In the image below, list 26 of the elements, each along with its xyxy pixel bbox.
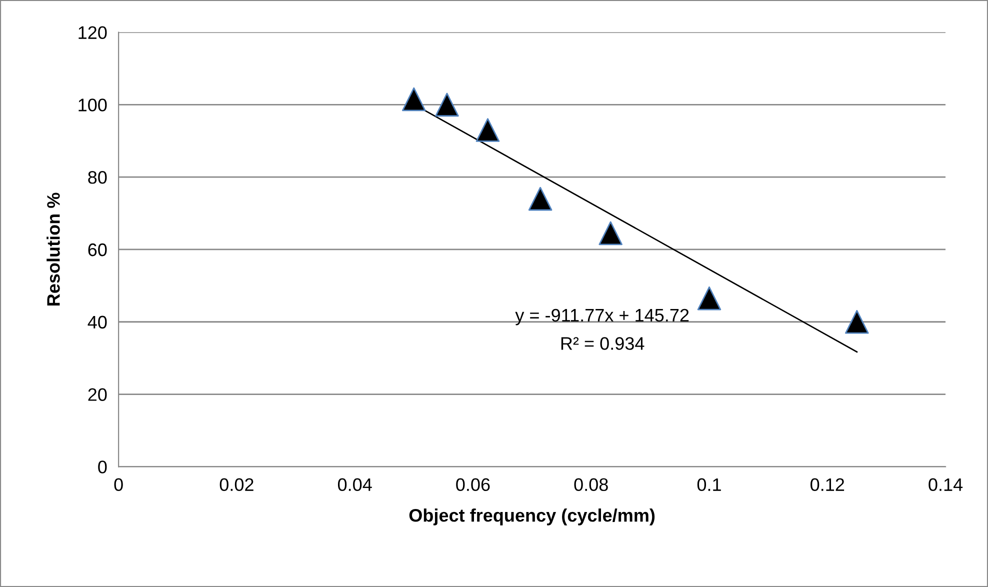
point <box>402 87 426 112</box>
y-tick-label: 100 <box>78 98 107 112</box>
x-tick-label: 0.02 <box>220 478 254 492</box>
x-tick-label: 0.08 <box>574 478 608 492</box>
y-tick-label: 20 <box>88 388 107 401</box>
annotation: y = -911.77x + 145.72 <box>515 308 689 326</box>
point <box>528 186 552 211</box>
y-tick-label: 0 <box>98 460 107 474</box>
point <box>697 286 722 310</box>
annotation: R² = 0.934 <box>561 337 644 350</box>
x-tick-label: 0.12 <box>810 478 844 492</box>
x-tick-label: 0.14 <box>928 478 963 492</box>
x-axis-title: Object frequency (cycle/mm) <box>409 508 655 526</box>
x-tick-label: 0.1 <box>697 478 721 492</box>
y-tick-label: 40 <box>88 316 107 329</box>
x-tick-label: 0.06 <box>456 478 490 492</box>
point <box>476 118 500 142</box>
x-tick-label: 0.04 <box>338 478 372 492</box>
point <box>435 92 459 117</box>
y-axis-title: Resolution % <box>46 192 60 306</box>
point <box>845 310 869 334</box>
point <box>598 221 622 246</box>
x-tick-label: 0 <box>114 478 123 492</box>
y-tick-label: 120 <box>78 26 107 40</box>
y-tick-label: 60 <box>88 243 107 256</box>
y-tick-label: 80 <box>88 171 107 184</box>
